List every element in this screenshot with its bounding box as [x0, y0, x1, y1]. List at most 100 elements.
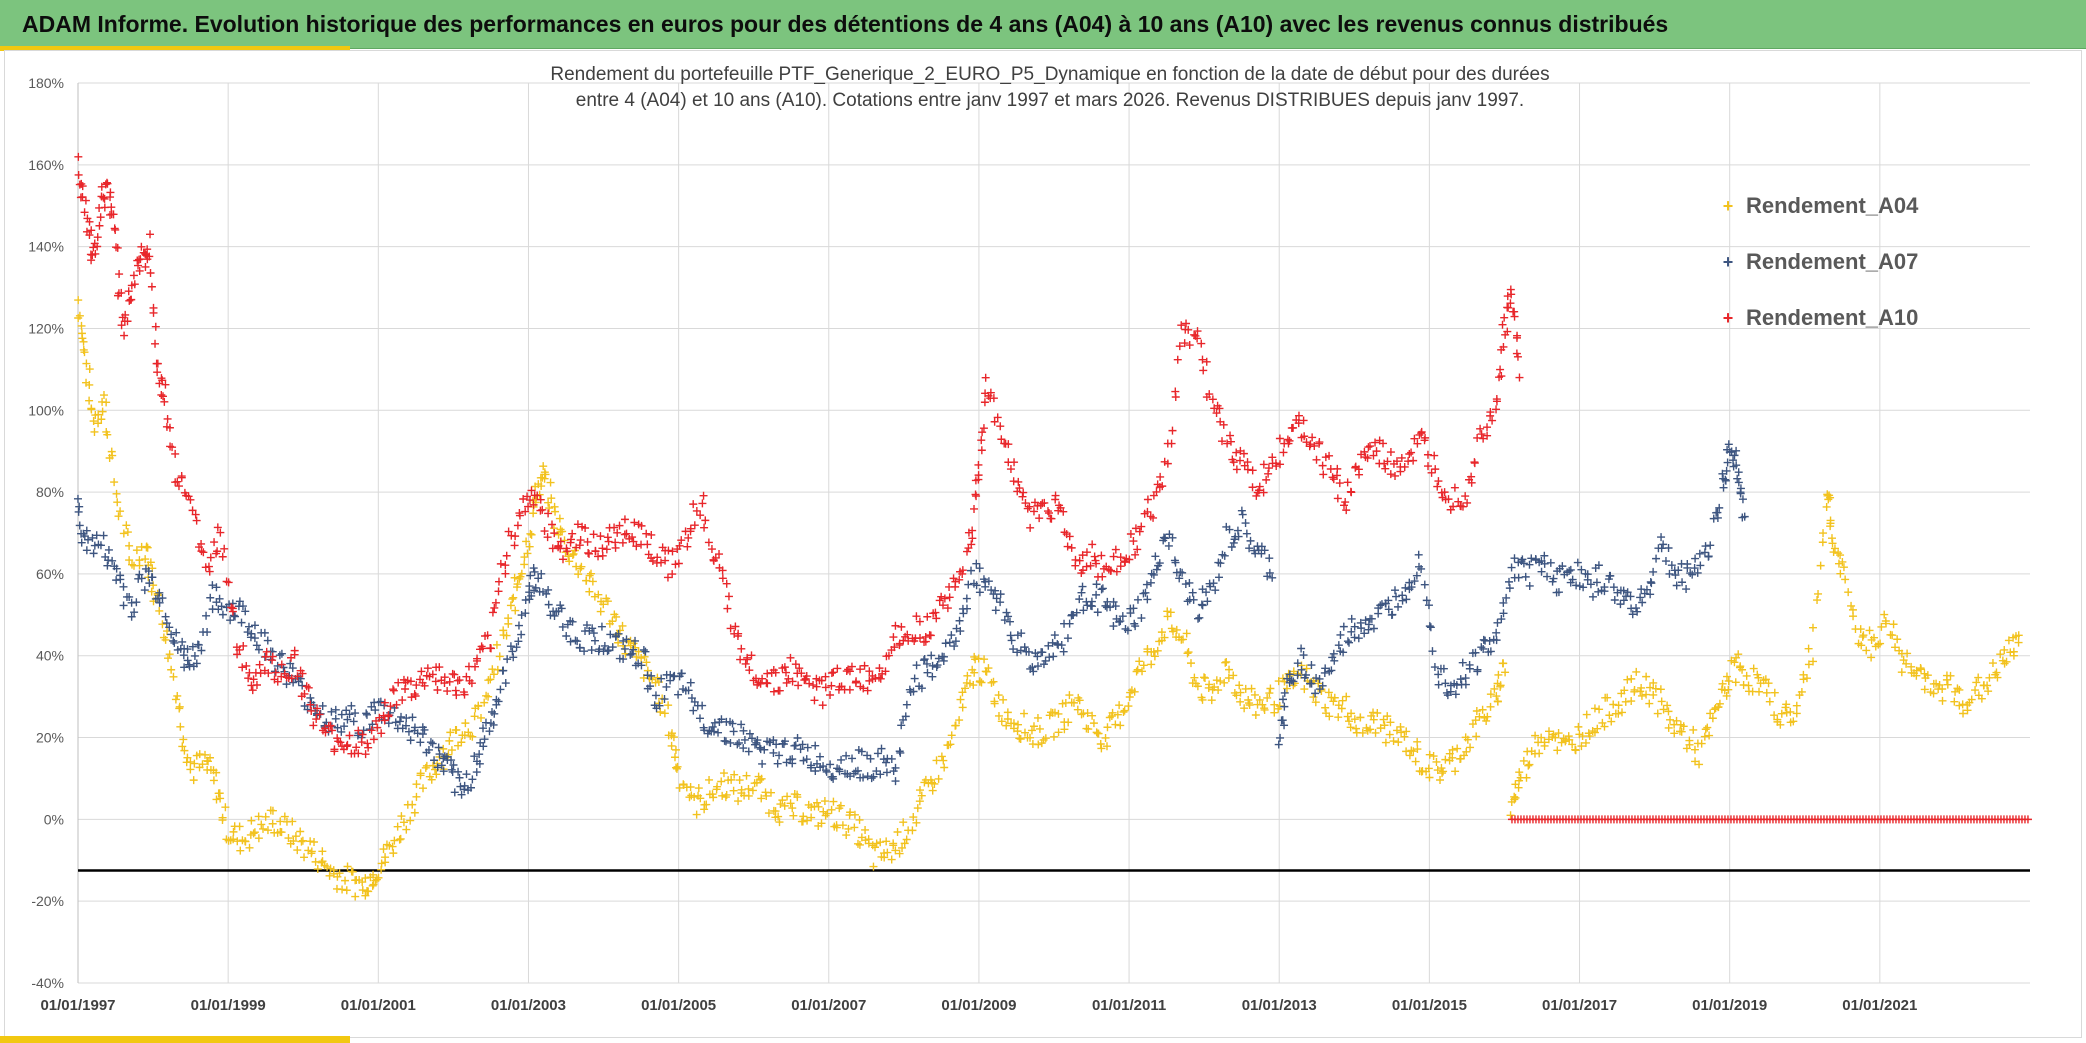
data-point [318, 701, 327, 710]
data-point [1088, 602, 1097, 611]
data-point [210, 538, 219, 547]
data-point [161, 612, 170, 621]
data-point [1133, 545, 1142, 554]
data-point [1749, 664, 1758, 673]
data-point [820, 797, 829, 806]
data-point [989, 394, 998, 403]
data-point [1462, 747, 1471, 756]
data-point [164, 654, 173, 663]
data-point [186, 757, 195, 766]
data-point [199, 548, 208, 557]
data-point [1183, 649, 1192, 658]
data-point [1321, 664, 1330, 673]
data-point [935, 596, 944, 605]
data-point [883, 848, 892, 857]
data-point [1531, 731, 1540, 740]
data-point [1664, 544, 1673, 552]
data-point [852, 677, 861, 686]
data-point [326, 721, 335, 730]
data-point [1549, 574, 1558, 583]
data-point [502, 551, 511, 560]
data-point [495, 652, 504, 661]
data-point [433, 685, 442, 694]
data-point [151, 322, 160, 331]
data-point [668, 570, 677, 579]
data-point [994, 711, 1003, 720]
data-point [1019, 488, 1028, 497]
x-tick-label: 01/01/1997 [40, 997, 115, 1014]
data-point [970, 668, 979, 677]
data-point [859, 684, 868, 693]
data-point [1299, 651, 1308, 660]
data-point [1108, 708, 1117, 717]
data-point [1142, 580, 1151, 589]
data-point [1181, 580, 1190, 589]
data-point [896, 748, 905, 757]
data-point [394, 678, 403, 687]
data-point [161, 380, 170, 389]
data-point [657, 674, 666, 683]
data-point [634, 647, 643, 656]
data-point [1077, 588, 1086, 597]
data-point [1672, 581, 1681, 590]
data-point [887, 855, 896, 864]
data-point [1493, 618, 1502, 627]
data-point [1479, 635, 1488, 644]
data-point [1740, 512, 1749, 521]
data-point [743, 655, 752, 664]
data-point [1572, 581, 1581, 590]
data-point [358, 886, 367, 895]
data-point [1041, 656, 1050, 665]
data-point [1346, 723, 1355, 732]
data-point [1715, 503, 1724, 512]
data-point [1241, 519, 1250, 528]
data-point [847, 662, 856, 671]
data-point [1035, 724, 1044, 733]
data-point [1235, 681, 1244, 690]
data-point [99, 391, 108, 400]
data-point [536, 506, 545, 515]
data-point [119, 529, 128, 538]
data-point [88, 533, 97, 542]
data-point [1573, 558, 1582, 567]
data-point [1202, 588, 1211, 597]
data-point [192, 516, 201, 525]
data-point [548, 544, 557, 553]
data-point [84, 535, 93, 544]
data-point [1603, 693, 1612, 702]
data-point [734, 797, 743, 806]
data-point [671, 560, 680, 569]
data-point [778, 796, 787, 805]
data-point [1113, 710, 1122, 719]
data-point [1540, 741, 1549, 750]
data-point [464, 728, 473, 737]
data-point [1209, 579, 1218, 588]
data-point [1137, 614, 1146, 623]
data-point [798, 740, 807, 749]
y-tick-label: 80% [36, 484, 64, 500]
data-point [1149, 513, 1158, 522]
data-point [833, 664, 842, 673]
data-point [430, 756, 439, 765]
chart-title-line-2: entre 4 (A04) et 10 ans (A10). Cotations… [575, 90, 1525, 111]
data-point [1193, 334, 1202, 343]
data-point [368, 881, 377, 890]
data-point [492, 640, 501, 649]
data-point [1444, 495, 1453, 504]
data-point [815, 752, 824, 761]
data-point [1173, 355, 1182, 364]
data-point [989, 677, 998, 686]
data-point [859, 773, 868, 782]
data-point [509, 653, 518, 662]
data-point [337, 727, 346, 736]
data-point [1494, 670, 1503, 679]
data-point [1993, 673, 2002, 682]
data-point [130, 280, 139, 289]
data-point [1688, 570, 1697, 579]
data-point [1824, 495, 1833, 504]
data-point [263, 826, 272, 835]
data-point [1371, 438, 1380, 447]
data-point [2004, 636, 2013, 645]
data-point [1691, 554, 1700, 563]
y-tick-label: 180% [28, 75, 64, 91]
